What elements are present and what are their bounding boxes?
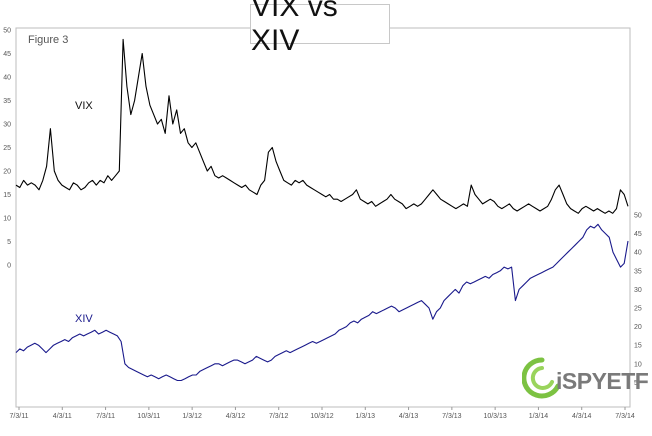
right-y-tick-label: 10 [634,361,642,368]
x-tick-label: 7/3/11 [10,413,29,420]
chart-title-box: VIX vs XIV [250,0,390,57]
x-tick-label: 10/3/12 [310,413,333,420]
logo-swirl-icon [522,357,561,399]
left-y-tick-label: 15 [3,192,11,199]
right-y-tick-label: 40 [634,250,642,257]
right-y-tick-label: 25 [634,306,642,313]
left-y-tick-label: 25 [3,145,11,152]
series-lines [15,38,629,382]
x-tick-label: 7/3/11 [96,413,115,420]
x-tick-label: 1/3/12 [182,413,202,420]
right-y-tick-label: 35 [634,268,642,275]
x-tick-label: 7/3/13 [442,413,462,420]
right-y-axis: 50 45 40 35 30 25 20 15 10 5 [634,213,642,387]
x-tick-label: 1/3/14 [529,413,549,420]
left-y-tick-label: 30 [3,122,11,129]
series-label-xiv: XIV [75,313,93,325]
plot-area-border [15,27,631,408]
series-line-vix [15,38,629,214]
right-y-tick-label: 30 [634,287,642,294]
left-y-tick-label: 5 [7,239,11,246]
x-tick-label: 7/3/12 [269,413,289,420]
series-label-vix: VIX [75,100,93,112]
left-y-tick-label: 45 [3,51,11,58]
left-y-tick-label: 10 [3,216,11,223]
right-y-tick-label: 50 [634,213,642,220]
left-y-tick-label: 50 [3,28,11,35]
left-y-tick-label: 40 [3,75,11,82]
chart-title: VIX vs XIV [251,0,338,57]
left-y-tick-label: 0 [7,263,11,270]
right-y-tick-label: 15 [634,343,642,350]
x-tick-label: 1/3/13 [356,413,376,420]
ispyetf-logo: iSPYETF [522,356,649,404]
series-line-xiv [15,223,629,382]
x-tick-label: 7/3/14 [615,413,635,420]
left-y-tick-label: 35 [3,98,11,105]
right-y-tick-label: 5 [634,380,638,387]
x-tick-label: 4/3/11 [53,413,72,420]
right-y-tick-label: 20 [634,324,642,331]
x-tick-label: 4/3/13 [399,413,419,420]
x-tick-label: 10/3/13 [483,413,506,420]
x-tick-label: 4/3/14 [572,413,592,420]
logo-wordmark: iSPYETF [556,368,649,394]
left-y-tick-label: 20 [3,169,11,176]
right-y-tick-label: 45 [634,231,642,238]
figure-label: Figure 3 [28,34,68,46]
x-axis: 7/3/11 4/3/11 7/3/11 10/3/11 1/3/12 4/3/12 7/3… [10,407,635,420]
x-tick-label: 4/3/12 [226,413,246,420]
x-tick-label: 10/3/11 [137,413,160,420]
